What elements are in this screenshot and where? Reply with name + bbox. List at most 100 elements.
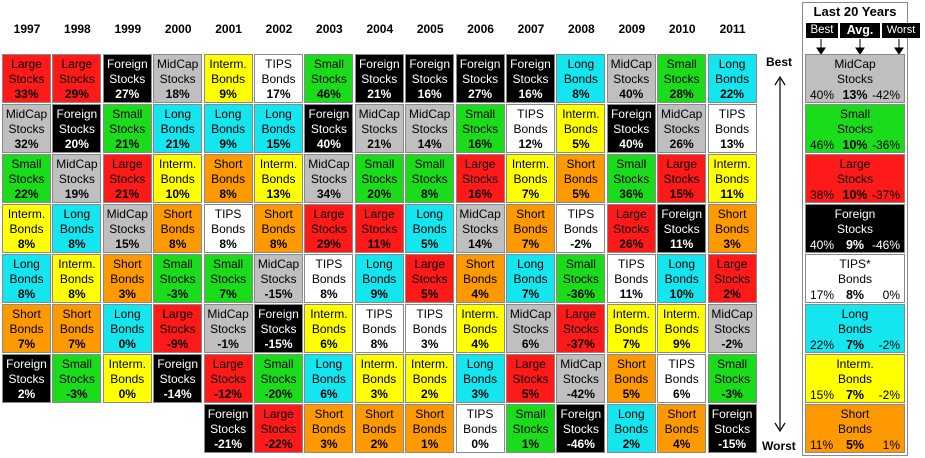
- asset-type: Bonds: [110, 372, 145, 386]
- return-value: 8%: [370, 337, 388, 351]
- summary-best: 46%: [810, 138, 835, 152]
- asset-type: Bonds: [614, 272, 649, 286]
- return-value: 46%: [316, 87, 341, 101]
- summary-row: MidCap Stocks 40% 13% -42%: [805, 54, 905, 103]
- return-cell: Small Stocks -20%: [254, 354, 303, 403]
- asset-name: TIPS: [517, 107, 544, 121]
- return-value: 16%: [417, 87, 442, 101]
- summary-asset-type: Stocks: [836, 172, 873, 186]
- asset-type: Bonds: [261, 72, 296, 86]
- year-header-2008: 2008: [568, 22, 595, 36]
- summary-avg: 7%: [845, 388, 865, 402]
- asset-name: Long: [265, 107, 292, 121]
- summary-worst: -46%: [871, 238, 900, 252]
- asset-type: Stocks: [210, 322, 247, 336]
- asset-name: TIPS: [466, 407, 494, 421]
- asset-name: Short: [465, 257, 495, 271]
- return-cell: Short Bonds 8%: [153, 204, 203, 253]
- return-cell: Large Stocks 16%: [455, 154, 505, 203]
- return-value: 8%: [269, 237, 288, 251]
- summary-row: Interm. Bonds 15% 7% -2%: [805, 354, 905, 403]
- asset-name: MidCap: [56, 157, 98, 171]
- return-value: 27%: [115, 87, 140, 101]
- year-header-2011: 2011: [719, 22, 746, 36]
- asset-type: Stocks: [663, 72, 700, 86]
- summary-row: Short Bonds 11% 5% 1%: [805, 404, 905, 453]
- asset-type: Stocks: [210, 272, 247, 286]
- asset-type: Bonds: [614, 372, 649, 386]
- year-header-2006: 2006: [467, 22, 494, 36]
- return-value: 11%: [720, 187, 744, 201]
- asset-type: Stocks: [361, 172, 398, 186]
- asset-type: Stocks: [714, 272, 751, 286]
- return-cell: Long Bonds 22%: [707, 54, 757, 103]
- return-value: 6%: [320, 387, 338, 401]
- return-cell: Small Stocks 7%: [203, 254, 253, 303]
- asset-type: Stocks: [58, 172, 95, 186]
- asset-type: Bonds: [715, 172, 750, 186]
- asset-name: Interm.: [159, 157, 197, 171]
- asset-name: Long: [63, 207, 91, 221]
- return-value: -37%: [566, 337, 595, 351]
- asset-type: Bonds: [362, 422, 397, 436]
- return-value: 28%: [669, 87, 694, 101]
- asset-type: Stocks: [411, 122, 448, 136]
- return-value: -12%: [214, 387, 243, 401]
- summary-row: Small Stocks 46% 10% -36%: [805, 104, 905, 153]
- asset-type: Bonds: [513, 222, 548, 236]
- return-cell: Foreign Stocks -46%: [556, 404, 606, 453]
- return-cell: Long Bonds 9%: [354, 254, 404, 303]
- return-cell: Large Stocks 15%: [657, 154, 707, 203]
- return-value: 3%: [370, 387, 388, 401]
- return-cell: Interm. Bonds 3%: [354, 354, 404, 403]
- return-cell: TIPS Bonds 3%: [405, 304, 455, 353]
- asset-name: Foreign: [207, 407, 249, 421]
- summary-asset-type: Bonds: [837, 422, 873, 436]
- summary-asset-name: Foreign: [834, 207, 876, 221]
- return-cell: MidCap Stocks 21%: [354, 104, 404, 153]
- return-value: 20%: [64, 137, 89, 151]
- asset-name: MidCap: [106, 207, 148, 221]
- asset-name: Foreign: [409, 57, 451, 71]
- asset-name: Large: [716, 257, 748, 271]
- return-cell: Foreign Stocks -15%: [254, 304, 303, 353]
- return-cell: Interm. Bonds 7%: [606, 304, 656, 353]
- asset-name: Small: [616, 157, 647, 171]
- return-cell: Foreign Stocks 16%: [506, 54, 555, 103]
- return-cell: Short Bonds 4%: [657, 404, 707, 453]
- return-value: 9%: [219, 137, 237, 151]
- return-value: 16%: [468, 187, 493, 201]
- asset-type: Stocks: [109, 172, 146, 186]
- asset-type: Bonds: [664, 422, 699, 436]
- summary-header-arrows: [816, 39, 904, 55]
- return-value: 27%: [468, 87, 493, 101]
- year-header-2010: 2010: [668, 22, 696, 36]
- return-value: -15%: [718, 437, 747, 451]
- asset-type: Bonds: [261, 222, 296, 236]
- return-cell: Large Stocks -9%: [153, 304, 203, 353]
- return-value: 16%: [518, 87, 543, 101]
- return-value: -46%: [566, 437, 595, 451]
- asset-type: Bonds: [513, 272, 548, 286]
- asset-type: Stocks: [260, 322, 297, 336]
- asset-type: Bonds: [261, 122, 296, 136]
- year-header-2000: 2000: [164, 22, 192, 36]
- return-value: 22%: [14, 187, 39, 201]
- year-header-2009: 2009: [618, 22, 646, 36]
- asset-type: Stocks: [512, 322, 549, 336]
- return-value: 5%: [421, 237, 439, 251]
- asset-name: Small: [465, 107, 496, 121]
- summary-asset-type: Bonds: [837, 372, 873, 386]
- return-value: 10%: [165, 187, 190, 201]
- return-value: 17%: [266, 87, 291, 101]
- asset-name: Long: [214, 107, 242, 121]
- asset-type: Bonds: [9, 222, 44, 236]
- asset-type: Stocks: [512, 422, 549, 436]
- return-value: -1%: [217, 337, 239, 351]
- return-value: 4%: [471, 287, 489, 301]
- return-value: -22%: [264, 437, 293, 451]
- return-cell: TIPS Bonds 6%: [657, 354, 707, 403]
- return-value: 8%: [219, 187, 237, 201]
- asset-name: Foreign: [157, 357, 199, 371]
- asset-name: Long: [517, 257, 544, 271]
